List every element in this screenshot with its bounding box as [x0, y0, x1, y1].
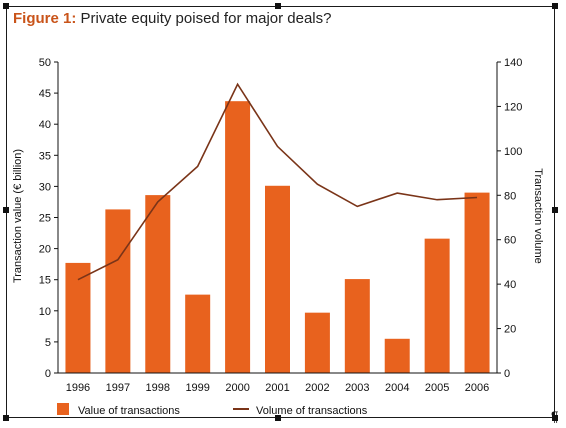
bar-1997	[105, 209, 131, 373]
y-left-tick-label: 35	[39, 150, 51, 162]
legend-line-label: Volume of transactions	[256, 405, 368, 417]
bar-2001	[265, 185, 290, 373]
x-tick-label-1997: 1997	[106, 382, 130, 394]
y-left-tick-label: 40	[39, 119, 51, 131]
y-right-tick-label: 80	[504, 190, 516, 202]
y-left-tick-label: 30	[39, 181, 51, 193]
y-right-tick-label: 140	[504, 57, 522, 69]
volume-line	[77, 82, 478, 281]
y-left-tick-label: 20	[39, 244, 51, 256]
legend: Value of transactions Volume of transact…	[57, 403, 368, 417]
bar-1999	[185, 294, 211, 373]
line-layer	[77, 82, 478, 281]
y-left-tick-label: 45	[39, 88, 51, 100]
resize-handle-bottom-center[interactable]	[275, 415, 281, 421]
y-right-tick-label: 120	[504, 101, 522, 113]
figure-number: Figure 1:	[13, 10, 77, 27]
y-left-tick-label: 25	[39, 213, 51, 225]
bar-2000	[225, 101, 251, 373]
x-tick-label-1998: 1998	[146, 382, 170, 394]
resize-handle-middle-right[interactable]	[552, 207, 558, 213]
legend-bar-swatch	[57, 403, 69, 415]
x-tick-label-2003: 2003	[345, 382, 369, 394]
y-left-tick-label: 5	[45, 337, 51, 349]
paragraph-mark-icon: ¶	[551, 408, 559, 424]
y-right-tick-label: 0	[504, 368, 510, 380]
figure-caption: Private equity poised for major deals?	[80, 10, 332, 27]
x-tick-label-1996: 1996	[66, 382, 90, 394]
bar-2003	[344, 279, 370, 373]
y-right-tick-label: 60	[504, 235, 516, 247]
y-right-tick-label: 20	[504, 324, 516, 336]
x-tick-label-2005: 2005	[425, 382, 449, 394]
y-left-tick-label: 10	[39, 306, 51, 318]
resize-handle-middle-left[interactable]	[3, 207, 9, 213]
bar-1996	[65, 262, 91, 373]
y-axis-right-title: Transaction volume	[532, 168, 544, 264]
x-tick-label-2001: 2001	[265, 382, 289, 394]
x-tick-label-2004: 2004	[385, 382, 409, 394]
bar-2002	[304, 312, 330, 373]
resize-handle-top-left[interactable]	[3, 3, 9, 9]
y-left-tick-label: 15	[39, 275, 51, 287]
y-axis-left-title: Transaction value (€ billion)	[12, 149, 24, 283]
legend-bar-label: Value of transactions	[78, 405, 180, 417]
y-right-tick-label: 100	[504, 146, 522, 158]
bar-2004	[384, 338, 410, 373]
resize-handle-bottom-right[interactable]	[552, 415, 558, 421]
resize-handle-bottom-left[interactable]	[3, 415, 9, 421]
resize-handle-top-right[interactable]	[552, 3, 558, 9]
y-right-tick-label: 40	[504, 279, 516, 291]
figure-title: Figure 1: Private equity poised for majo…	[13, 10, 331, 27]
y-left-tick-label: 0	[45, 368, 51, 380]
bar-2005	[424, 238, 450, 373]
bars-layer	[65, 101, 490, 373]
x-tick-label-2000: 2000	[225, 382, 249, 394]
x-tick-label-1999: 1999	[185, 382, 209, 394]
axes-layer: 0 5 10 15 20 25 30 35 40 45 50 0 20 40 60 80 100 120 140 19…	[39, 57, 523, 394]
bar-1998	[145, 195, 171, 373]
y-left-tick-label: 50	[39, 57, 51, 69]
x-tick-label-2002: 2002	[305, 382, 329, 394]
bar-2006	[464, 192, 490, 373]
x-tick-label-2006: 2006	[465, 382, 489, 394]
resize-handle-top-center[interactable]	[275, 3, 281, 9]
